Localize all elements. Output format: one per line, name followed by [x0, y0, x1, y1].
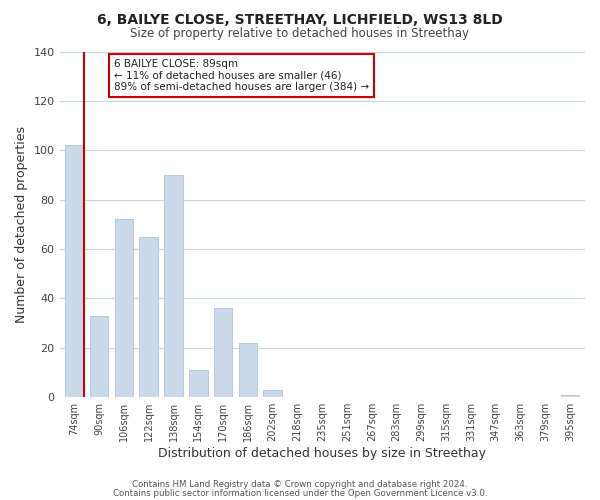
Bar [189, 370, 208, 397]
Bar [164, 175, 183, 397]
Bar [115, 220, 133, 397]
Bar [263, 390, 282, 397]
Text: Contains public sector information licensed under the Open Government Licence v3: Contains public sector information licen… [113, 488, 487, 498]
Bar [239, 343, 257, 397]
Bar [214, 308, 232, 397]
Y-axis label: Number of detached properties: Number of detached properties [15, 126, 28, 323]
Bar [65, 146, 84, 397]
Bar [90, 316, 109, 397]
Text: Size of property relative to detached houses in Streethay: Size of property relative to detached ho… [131, 28, 470, 40]
Text: Contains HM Land Registry data © Crown copyright and database right 2024.: Contains HM Land Registry data © Crown c… [132, 480, 468, 489]
Text: 6, BAILYE CLOSE, STREETHAY, LICHFIELD, WS13 8LD: 6, BAILYE CLOSE, STREETHAY, LICHFIELD, W… [97, 12, 503, 26]
X-axis label: Distribution of detached houses by size in Streethay: Distribution of detached houses by size … [158, 447, 486, 460]
Bar [139, 236, 158, 397]
Bar [561, 394, 580, 397]
Text: 6 BAILYE CLOSE: 89sqm
← 11% of detached houses are smaller (46)
89% of semi-deta: 6 BAILYE CLOSE: 89sqm ← 11% of detached … [114, 59, 369, 92]
